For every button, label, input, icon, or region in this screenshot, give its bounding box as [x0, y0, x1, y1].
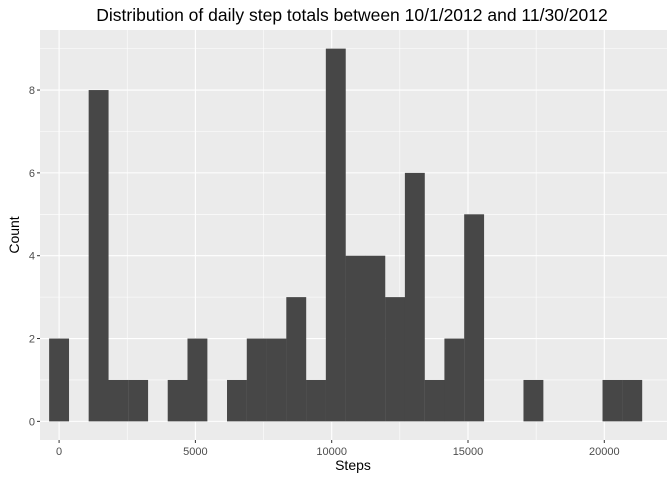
histogram-bar	[365, 255, 386, 422]
histogram-bar	[88, 90, 109, 422]
histogram-bar	[523, 379, 544, 422]
y-tick-label: 0	[29, 416, 35, 428]
y-axis-title: Count	[6, 216, 22, 253]
histogram-bar	[246, 338, 267, 422]
x-tick-label: 10000	[316, 446, 347, 458]
y-tick-label: 8	[29, 85, 35, 97]
histogram-bar	[464, 214, 485, 422]
histogram-bar	[128, 379, 149, 422]
histogram-bar	[49, 338, 70, 422]
histogram-bar	[167, 379, 188, 422]
histogram-bar	[602, 379, 623, 422]
x-axis-ticks: 0 5000 10000 15000 20000	[56, 440, 620, 458]
histogram-bar	[325, 48, 346, 422]
y-tick-label: 2	[29, 334, 35, 346]
y-axis-ticks: 0 2 4 6 8	[29, 85, 40, 428]
histogram-bar	[404, 172, 425, 422]
histogram-bar	[286, 297, 307, 422]
x-tick-label: 20000	[589, 446, 620, 458]
y-tick-label: 4	[29, 251, 35, 263]
histogram-bar	[444, 338, 465, 422]
histogram-bar	[424, 379, 445, 422]
x-tick-label: 0	[56, 446, 62, 458]
histogram-bar	[345, 255, 366, 422]
x-tick-label: 5000	[183, 446, 207, 458]
bars-layer	[49, 48, 643, 422]
histogram-bar	[266, 338, 287, 422]
histogram-bar	[108, 379, 129, 422]
histogram-bar	[306, 379, 326, 422]
chart-title: Distribution of daily step totals betwee…	[96, 5, 607, 25]
x-axis-title: Steps	[335, 457, 371, 473]
x-tick-label: 15000	[453, 446, 484, 458]
histogram-bar	[385, 297, 406, 422]
histogram-bar	[227, 379, 247, 422]
histogram-bar	[187, 338, 208, 422]
histogram-bar	[622, 379, 643, 422]
y-tick-label: 6	[29, 168, 35, 180]
